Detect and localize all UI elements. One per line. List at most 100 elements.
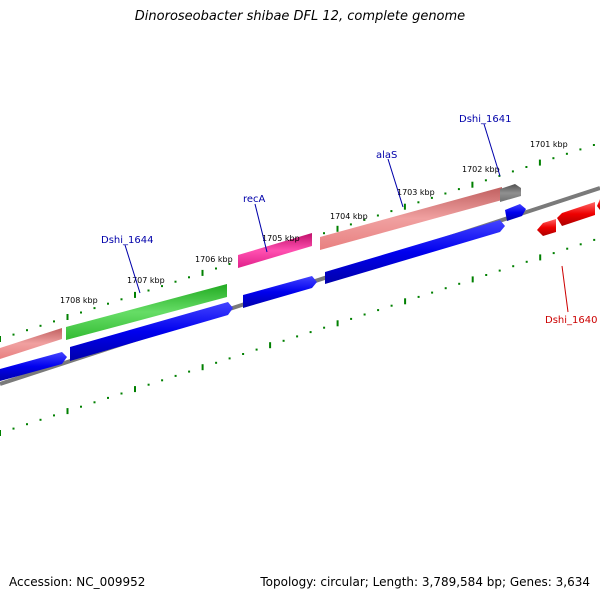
minor-tick — [430, 196, 433, 199]
minor-tick — [566, 247, 569, 250]
minor-tick — [349, 223, 352, 226]
reverse-cds — [537, 199, 600, 236]
major-tick — [539, 254, 542, 261]
minor-tick — [579, 148, 582, 151]
minor-tick — [93, 307, 96, 310]
major-tick — [201, 364, 204, 371]
cds-arrow[interactable] — [243, 276, 317, 308]
minor-tick — [12, 427, 15, 430]
minor-tick — [485, 274, 488, 276]
minor-tick — [511, 170, 514, 173]
gene-label[interactable]: Dshi_1640 — [545, 315, 597, 326]
gene-label-leaders — [124, 123, 569, 313]
minor-tick — [458, 282, 461, 285]
major-tick — [0, 336, 1, 342]
minor-tick — [444, 287, 447, 290]
magenta-feature[interactable] — [238, 233, 312, 268]
gray-feature[interactable] — [500, 184, 521, 202]
minor-tick — [417, 201, 420, 204]
inner-tick-ruler — [0, 238, 596, 436]
minor-tick — [417, 295, 420, 298]
minor-tick — [26, 329, 28, 332]
major-tick — [336, 225, 339, 232]
minor-tick — [242, 353, 245, 355]
minor-tick — [376, 214, 379, 217]
minor-tick — [161, 285, 163, 288]
gene-labels: Dshi_1641 alaS recA Dshi_1644 Dshi_1640 — [101, 114, 597, 326]
minor-tick — [390, 304, 393, 307]
minor-tick — [390, 210, 393, 213]
tick-label: 1704 kbp — [330, 212, 368, 221]
minor-tick — [512, 265, 515, 268]
accession-text: Accession: NC_009952 — [9, 575, 146, 589]
minor-tick — [228, 357, 231, 360]
minor-tick — [215, 361, 218, 364]
minor-tick — [296, 335, 299, 338]
genome-stats-text: Topology: circular; Length: 3,789,584 bp… — [260, 575, 590, 589]
major-tick — [471, 276, 474, 283]
minor-tick — [363, 218, 366, 221]
minor-tick — [323, 326, 326, 329]
major-tick — [134, 386, 136, 393]
forward-features — [0, 184, 521, 359]
cds-arrow[interactable] — [70, 302, 233, 361]
minor-tick — [498, 174, 501, 177]
minor-tick — [12, 333, 15, 336]
minor-tick — [592, 144, 595, 146]
gene-label[interactable]: recA — [243, 194, 266, 205]
minor-tick — [552, 252, 555, 255]
tick-label: 1708 kbp — [60, 296, 98, 305]
gene-label[interactable]: alaS — [376, 150, 397, 161]
minor-tick — [39, 418, 42, 421]
cds-arrow[interactable] — [0, 352, 67, 381]
minor-tick — [282, 339, 285, 342]
minor-tick — [484, 179, 487, 182]
minor-tick — [565, 152, 568, 155]
minor-tick — [188, 370, 191, 373]
tick-label: 1702 kbp — [462, 165, 500, 174]
tick-label: 1707 kbp — [127, 276, 165, 285]
tick-label: 1706 kbp — [195, 255, 233, 264]
minor-tick — [457, 188, 460, 191]
minor-tick — [525, 166, 528, 168]
cds-arrow[interactable] — [505, 204, 526, 221]
minor-tick — [26, 423, 28, 426]
leader-line — [561, 265, 569, 313]
green-feature[interactable] — [66, 284, 227, 340]
minor-tick — [377, 309, 380, 312]
minor-tick — [147, 383, 150, 386]
rrna-feature[interactable] — [0, 328, 62, 359]
map-title: Dinoroseobacter shibae DFL 12, complete … — [134, 9, 466, 24]
major-tick — [269, 342, 272, 349]
minor-tick — [593, 238, 596, 241]
leader-line — [387, 158, 404, 208]
rrna-feature[interactable] — [320, 187, 502, 250]
minor-tick — [147, 289, 150, 292]
gene-label[interactable]: Dshi_1641 — [459, 114, 511, 125]
gene-label[interactable]: Dshi_1644 — [101, 235, 153, 246]
minor-tick — [228, 263, 231, 265]
minor-tick — [161, 379, 164, 382]
minor-tick — [444, 192, 447, 195]
cds-arrow-reverse[interactable] — [597, 199, 600, 210]
minor-tick — [53, 320, 55, 323]
minor-tick — [323, 232, 325, 235]
minor-tick — [174, 280, 177, 283]
major-tick — [201, 269, 204, 276]
cds-arrow-reverse[interactable] — [537, 219, 556, 236]
major-tick — [336, 320, 339, 327]
minor-tick — [498, 269, 501, 272]
minor-tick — [80, 311, 82, 314]
cds-arrow[interactable] — [325, 220, 505, 284]
minor-tick — [552, 157, 555, 160]
minor-tick — [107, 396, 109, 399]
minor-tick — [120, 298, 123, 301]
minor-tick — [363, 313, 366, 316]
leader-line — [124, 244, 141, 294]
major-tick — [471, 181, 474, 188]
major-tick — [66, 408, 69, 415]
cds-arrow-reverse[interactable] — [557, 202, 595, 226]
minor-tick — [188, 276, 190, 279]
minor-tick — [350, 317, 353, 320]
